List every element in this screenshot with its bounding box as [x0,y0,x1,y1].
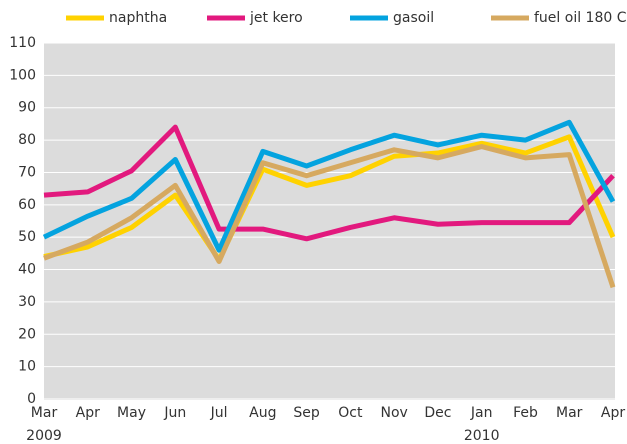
x-tick-label: Aug [249,405,276,421]
x-tick-label: Apr [601,405,625,421]
y-tick-label: 10 [18,359,36,375]
year-label: 2010 [464,428,500,444]
y-tick-label: 50 [18,229,36,245]
x-tick-label: Oct [338,405,363,421]
x-tick-label: Sep [293,405,320,421]
y-tick-label: 0 [27,391,36,407]
x-tick-label: Mar [556,405,583,421]
x-tick-label: Apr [76,405,100,421]
y-tick-label: 90 [18,100,36,116]
y-tick-label: 110 [9,35,36,51]
y-tick-label: 100 [9,67,36,83]
x-tick-label: Nov [380,405,407,421]
x-tick-label: Jan [470,405,493,421]
legend-label: naphtha [109,10,167,26]
x-tick-label: Jun [163,405,186,421]
series-line [43,124,615,242]
y-tick-label: 30 [18,294,36,310]
year-label: 2009 [26,428,62,444]
y-tick-label: 80 [18,132,36,148]
legend-label: gasoil [393,10,434,26]
y-tick-label: 40 [18,262,36,278]
legend-label: fuel oil 180 Cst [534,10,627,26]
series-line [43,144,616,289]
x-tick-label: Dec [424,405,451,421]
legend-label: jet kero [249,10,303,26]
x-tick-label: May [117,405,146,421]
series-line [42,119,616,253]
y-tick-label: 20 [18,326,36,342]
x-tick-label: Feb [513,405,538,421]
x-tick-label: Mar [31,405,58,421]
y-tick-label: 70 [18,164,36,180]
y-tick-label: 60 [18,197,36,213]
series-line [43,134,616,263]
x-tick-label: Jul [210,405,228,421]
